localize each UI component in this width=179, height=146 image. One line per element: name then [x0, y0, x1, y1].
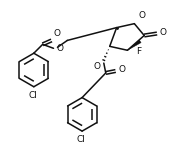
Text: O: O — [94, 62, 101, 71]
Text: O: O — [57, 44, 64, 53]
Text: O: O — [138, 11, 145, 20]
Text: Cl: Cl — [77, 135, 86, 144]
Text: F: F — [136, 47, 141, 56]
Polygon shape — [127, 40, 141, 50]
Text: O: O — [54, 29, 61, 38]
Text: O: O — [118, 66, 126, 74]
Text: Cl: Cl — [28, 91, 37, 100]
Text: O: O — [160, 28, 167, 37]
